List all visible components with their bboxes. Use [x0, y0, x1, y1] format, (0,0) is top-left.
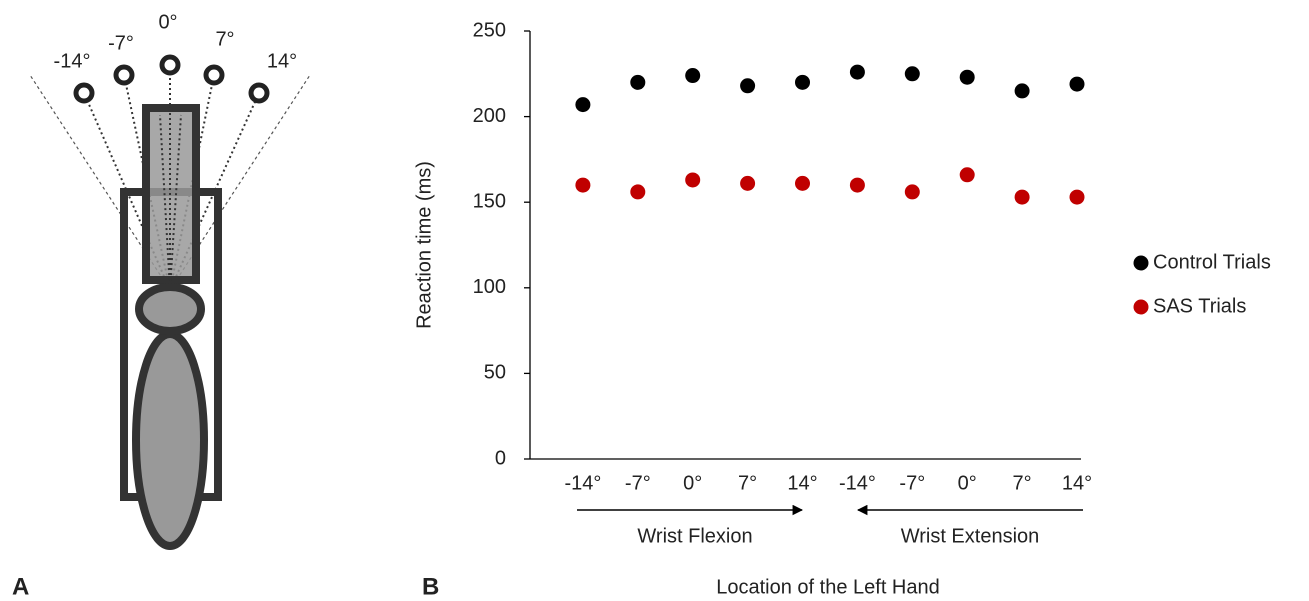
- point: [685, 172, 701, 188]
- point: [904, 66, 920, 82]
- point: [740, 78, 756, 94]
- x-tick-label: -7°: [625, 472, 651, 494]
- panel-label: A: [12, 573, 29, 600]
- x-tick-label: -14°: [564, 472, 601, 494]
- point: [630, 184, 646, 200]
- point: [795, 74, 810, 90]
- angle-label: 0°: [158, 11, 177, 33]
- point: [959, 69, 975, 85]
- point: [1014, 83, 1030, 99]
- y-axis-label: Reaction time (ms): [413, 161, 435, 329]
- x-tick-label: 14°: [787, 472, 817, 494]
- point: [1014, 189, 1030, 205]
- group-label: Wrist Flexion: [637, 525, 752, 547]
- point: [795, 175, 810, 191]
- point: [740, 175, 756, 191]
- x-tick-label: -14°: [839, 472, 876, 494]
- y-tick-label: 150: [473, 190, 506, 212]
- angle-label: 7°: [215, 28, 234, 50]
- point: [1069, 189, 1085, 205]
- x-tick-label: 7°: [738, 472, 757, 494]
- hand-diagram: -14° -7° 0° 7° 14°: [29, 11, 311, 550]
- angle-label: 14°: [267, 50, 297, 72]
- y-tick-label: 200: [473, 105, 506, 127]
- point: [630, 74, 646, 90]
- group-label: Wrist Extension: [901, 525, 1040, 547]
- legend-label: Control Trials: [1153, 251, 1271, 273]
- panel-label: B: [422, 573, 439, 600]
- point: [575, 97, 591, 113]
- legend-marker: [1133, 299, 1149, 315]
- y-tick-label: 250: [473, 19, 506, 41]
- x-tick-label: 14°: [1062, 472, 1092, 494]
- point: [575, 177, 591, 193]
- point: [904, 184, 920, 200]
- y-tick-label: 100: [473, 276, 506, 298]
- x-tick-label: 0°: [958, 472, 977, 494]
- point: [1069, 76, 1085, 92]
- point: [849, 177, 865, 193]
- y-tick-label: 50: [484, 362, 506, 384]
- point: [959, 167, 975, 183]
- x-tick-label: 7°: [1013, 472, 1032, 494]
- x-axis-label: Location of the Left Hand: [716, 576, 940, 598]
- y-tick-label: 0: [495, 447, 506, 469]
- legend-marker: [1133, 255, 1149, 271]
- point: [685, 68, 701, 84]
- x-tick-label: 0°: [683, 472, 702, 494]
- angle-label: -7°: [108, 32, 134, 54]
- angle-label: -14°: [54, 50, 91, 72]
- x-tick-label: -7°: [899, 472, 925, 494]
- point: [849, 64, 865, 80]
- legend-label: SAS Trials: [1153, 295, 1246, 317]
